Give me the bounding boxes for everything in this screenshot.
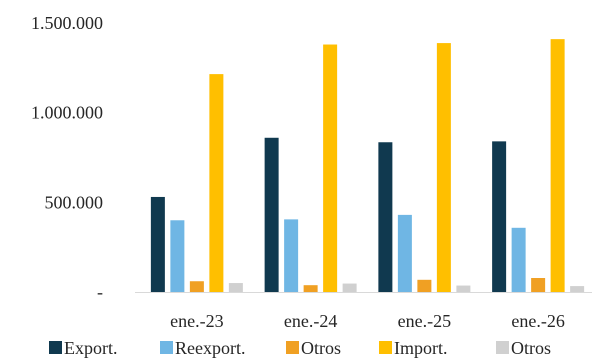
bar [511,227,526,292]
bar [378,142,393,292]
x-tick-label: ene.-26 [511,311,564,331]
legend-item: Otros [286,338,341,358]
legend-item: Import. [379,338,448,358]
bar [492,141,507,292]
bar [284,219,299,292]
bar [397,214,412,292]
x-tick-label: ene.-23 [170,311,223,331]
y-axis: - 500.000 1.000.000 1.500.000 [31,13,103,302]
bar [264,137,279,292]
x-axis: ene.-23 ene.-24 ene.-25 ene.-26 [170,311,565,331]
bar [189,281,204,292]
bar [342,283,357,292]
bar-plot-area [150,39,585,293]
y-tick-label: - [97,282,103,302]
y-tick-label: 1.500.000 [31,13,103,33]
x-tick-label: ene.-24 [284,311,337,331]
bar [570,286,585,292]
bar [209,74,224,292]
legend-swatch [160,341,173,354]
legend-label: Otros [301,338,341,358]
legend-item: Export. [49,338,118,358]
legend: Export. Reexport. Otros Import. Otros [49,338,551,358]
bar [417,279,432,292]
legend-item: Reexport. [160,338,245,358]
bar [170,220,185,292]
bar [550,39,565,292]
bar [436,43,451,293]
legend-swatch [49,341,62,354]
y-tick-label: 500.000 [45,192,104,212]
bar [303,285,318,292]
bar [228,283,243,292]
x-tick-label: ene.-25 [398,311,451,331]
bar [456,285,471,292]
legend-item: Otros [496,338,551,358]
legend-label: Reexport. [175,338,245,358]
bar [150,196,165,292]
bar [323,44,338,292]
legend-swatch [286,341,299,354]
legend-label: Import. [394,338,448,358]
legend-label: Export. [64,338,118,358]
legend-label: Otros [511,338,551,358]
legend-swatch [496,341,509,354]
legend-swatch [379,341,392,354]
bar [531,278,546,292]
y-tick-label: 1.000.000 [31,103,103,123]
